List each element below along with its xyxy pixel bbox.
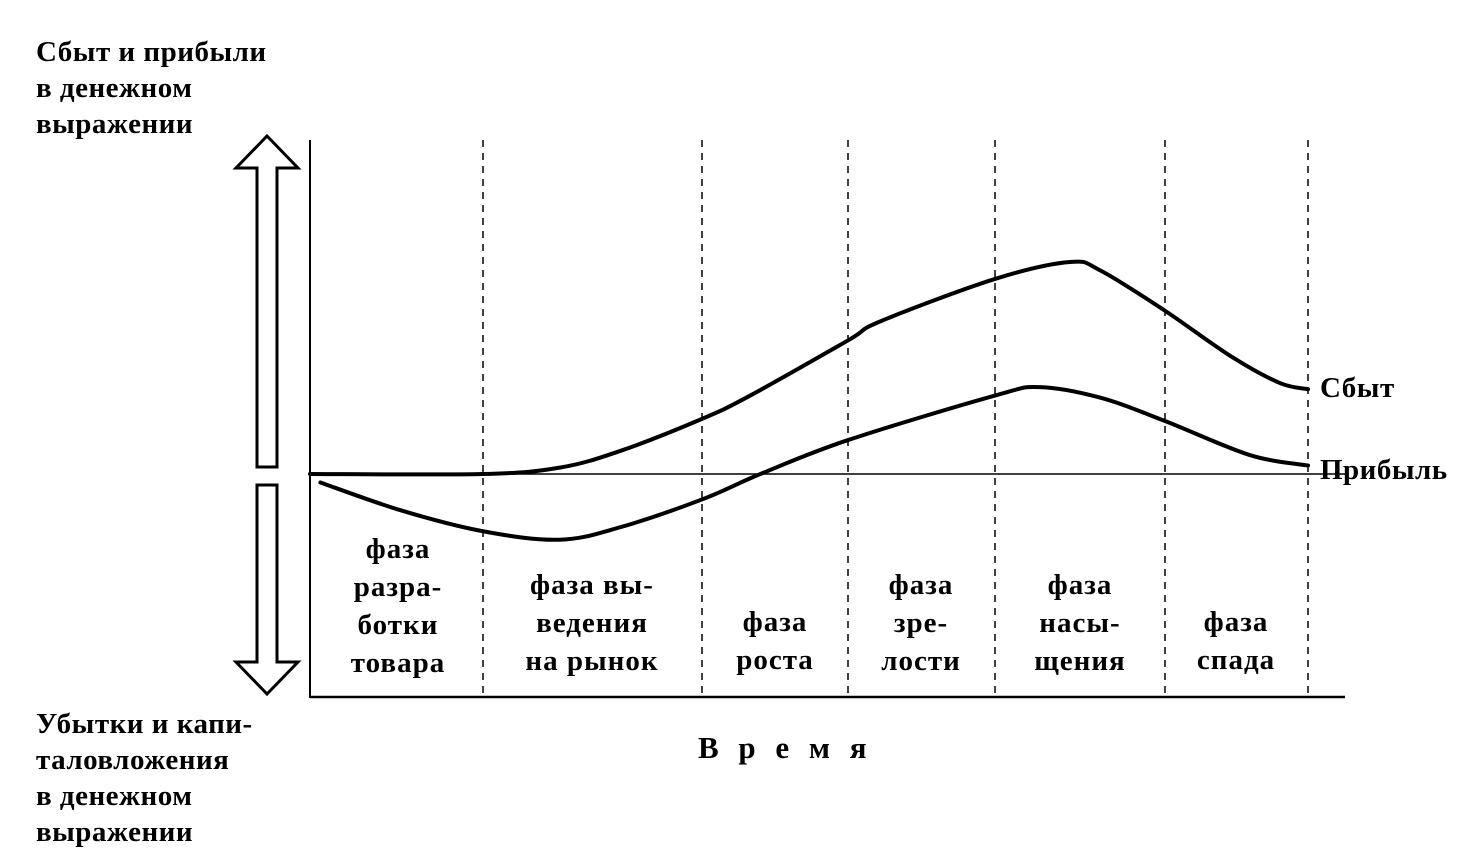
phase-label-introduction: фаза вы- ведения на рынок — [525, 569, 659, 677]
y-axis-label-bottom: Убытки и капи- таловложения в денежном в… — [36, 708, 253, 848]
profit-line — [318, 384, 1310, 542]
series-lines — [308, 259, 1310, 542]
x-axis-label: В р е м я — [698, 730, 873, 765]
series-label-sales: Сбыт — [1320, 372, 1395, 404]
phase-label-decline: фаза спада — [1196, 606, 1276, 676]
phase-label-maturity: фаза зре- лости — [881, 569, 961, 677]
phase-label-saturation: фаза насы- щения — [1034, 569, 1126, 677]
arrow-down-icon — [232, 483, 302, 697]
series-label-profit: Прибыль — [1320, 454, 1448, 486]
phase-label-growth: фаза роста — [736, 606, 814, 676]
axis-arrows — [232, 133, 302, 697]
arrow-up-icon — [232, 133, 302, 469]
phase-label-development: фаза разра- ботки товара — [350, 533, 446, 679]
sales-line — [308, 259, 1310, 477]
y-axis-label-top: Сбыт и прибыли в денежном выражении — [36, 36, 267, 140]
